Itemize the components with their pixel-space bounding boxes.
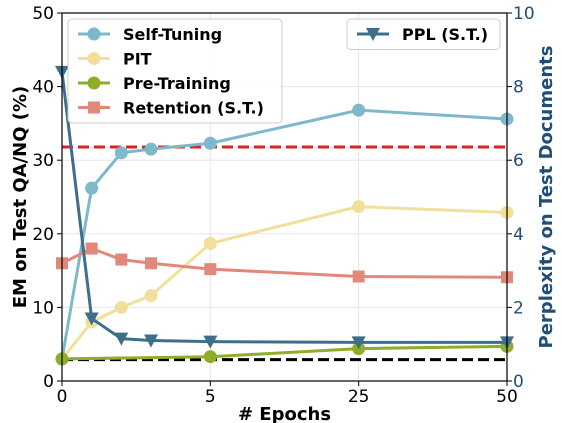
data-point [114, 146, 128, 160]
legend-box [346, 18, 501, 50]
data-point [204, 263, 217, 276]
legend-label: Pre-Training [123, 74, 231, 93]
legend-marker [366, 28, 380, 41]
data-point [144, 289, 158, 303]
y-right-tick-label: 2 [513, 298, 524, 318]
y-left-tick-label: 40 [32, 78, 54, 98]
y-ticks-left: 0 10 20 30 40 50 [32, 4, 62, 392]
x-tick-label: 25 [348, 387, 370, 407]
data-point [203, 335, 218, 349]
data-point [85, 242, 98, 255]
y-left-tick-label: 30 [32, 151, 54, 171]
x-tick-label: 5 [205, 387, 216, 407]
data-point [351, 336, 366, 350]
data-point [203, 136, 217, 150]
x-axis-title: # Epochs [238, 404, 331, 423]
y-left-tick-label: 10 [32, 298, 54, 318]
y-right-tick-label: 6 [513, 151, 524, 171]
legend-marker [88, 101, 100, 114]
legend-marker [87, 76, 101, 90]
y-right-tick-label: 0 [513, 372, 524, 392]
y-right-tick-label: 4 [513, 225, 524, 245]
series-self-tuning [55, 103, 514, 366]
series-line [60, 205, 508, 360]
data-point [115, 253, 128, 266]
series-line [61, 344, 508, 361]
data-point [352, 200, 366, 214]
legend-item: Retention (S.T.) [78, 99, 264, 118]
data-point [203, 236, 217, 250]
data-point [144, 334, 158, 348]
reference-lines [62, 145, 507, 362]
legend-label: Retention (S.T.) [123, 99, 264, 118]
y-left-tick-label: 20 [32, 225, 54, 245]
data-point [114, 300, 128, 314]
series-line [61, 246, 508, 279]
data-point [114, 332, 129, 346]
data-point [352, 103, 366, 117]
legend-marker [87, 52, 101, 65]
data-point [352, 270, 365, 283]
y-ticks-right: 0 2 4 6 8 10 [507, 4, 535, 392]
legend-label: PIT [123, 50, 152, 69]
y-axis-right-title: Perplexity on Test Documents [536, 46, 557, 349]
data-point [203, 350, 217, 364]
y-left-tick-label: 0 [43, 372, 54, 392]
data-point [85, 181, 99, 195]
y-right-tick-label: 10 [513, 4, 535, 24]
legend-item: Self-Tuning [78, 25, 222, 44]
legend-label: Self-Tuning [123, 25, 222, 44]
y-axis-left-title: EM on Test QA/NQ (%) [10, 86, 31, 309]
legend-right: PPL (S.T.) [346, 18, 501, 50]
legend-marker [87, 27, 101, 41]
x-tick-label: 50 [496, 387, 518, 407]
data-point [84, 312, 99, 326]
y-right-tick-label: 8 [513, 78, 524, 98]
x-ticks: 0 5 25 50 [57, 381, 518, 407]
x-tick-label: 0 [57, 387, 68, 407]
plot-frame [61, 12, 508, 382]
legend-left: Self-Tuning PIT Pre-Training Retention (S.T… [67, 18, 283, 124]
legend-box [67, 18, 283, 124]
data-point [144, 142, 158, 156]
legend-item: Pre-Training [78, 74, 231, 93]
legend-label: PPL (S.T.) [402, 25, 488, 44]
y-left-tick-label: 50 [32, 4, 54, 24]
data-point [145, 257, 157, 270]
series-retention-s-t [56, 242, 513, 284]
legend-item: PIT [78, 50, 152, 69]
legend-item: PPL (S.T.) [357, 25, 488, 44]
